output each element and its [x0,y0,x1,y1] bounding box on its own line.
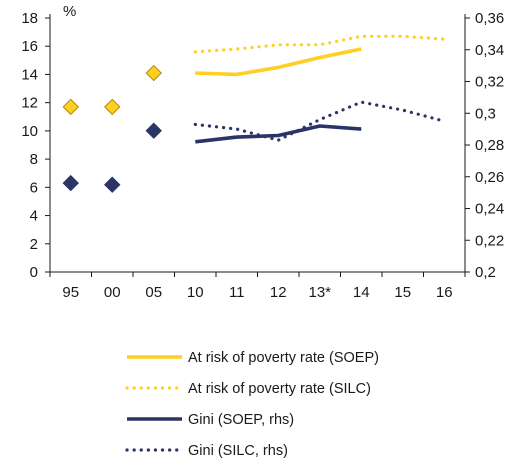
x-tick-label: 11 [229,284,245,301]
series-line-gini-silc-rhs [193,100,446,142]
y-right-tick-label: 0,36 [475,10,504,27]
legend-label-at-risk-of-poverty-rate-silc: At risk of poverty rate (SILC) [188,381,371,397]
y-right-tick-label: 0,28 [475,137,504,154]
series-line-gini-soep-rhs [195,124,362,144]
series-marker-at-risk-of-poverty-rate-soep [62,98,79,116]
x-tick-label: 95 [62,284,79,301]
series-marker-gini-soep-rhs [145,122,162,139]
axes: % 0 2 4 6 8 10 12 14 16 18 0,2 0,22 0,24 0,26 0,28 0,3 0,… [21,3,504,301]
y-left-tick-label: 0 [30,264,38,281]
y-left-tick-label: 14 [21,66,38,83]
series-layer [62,34,446,193]
series-marker-at-risk-of-poverty-rate-soep [104,98,121,116]
legend-label-gini-silc-rhs: Gini (SILC, rhs) [188,443,288,459]
y-left-tick-label: 8 [30,151,38,168]
y-left-tick-label: 16 [21,38,38,55]
legend-label-at-risk-of-poverty-rate-soep: At risk of poverty rate (SOEP) [188,350,379,366]
y-axis-left-unit: % [63,3,76,20]
series-marker-at-risk-of-poverty-rate-soep [145,64,162,82]
y-right-tick-label: 0,32 [475,74,504,91]
series-marker-gini-soep-rhs [104,176,121,193]
series-line-at-risk-of-poverty-rate-soep [195,47,362,77]
x-tick-label: 12 [270,284,287,301]
series-marker-gini-soep-rhs [62,174,79,192]
legend-label-gini-soep-rhs: Gini (SOEP, rhs) [188,412,294,428]
y-left-tick-label: 4 [30,208,38,225]
y-left-tick-label: 2 [30,236,38,253]
legend: At risk of poverty rate (SOEP) At risk of… [125,350,379,459]
y-right-tick-label: 0,24 [475,201,504,218]
x-tick-label: 13* [308,284,331,301]
x-tick-label: 05 [145,284,162,301]
y-left-tick-label: 10 [21,123,38,140]
y-right-tick-label: 0,2 [475,264,496,281]
x-tick-label: 16 [436,284,453,301]
x-tick-label: 00 [104,284,121,301]
x-tick-label: 14 [353,284,370,301]
y-right-tick-label: 0,3 [475,105,496,122]
y-left-tick-label: 6 [30,179,38,196]
x-tick-label: 10 [187,284,204,301]
y-left-tick-label: 12 [21,95,38,112]
y-right-tick-label: 0,34 [475,42,504,59]
y-right-tick-label: 0,22 [475,232,504,249]
y-right-tick-label: 0,26 [475,169,504,186]
y-left-tick-label: 18 [21,10,38,27]
x-tick-label: 15 [394,284,411,301]
series-line-at-risk-of-poverty-rate-silc [193,34,446,54]
